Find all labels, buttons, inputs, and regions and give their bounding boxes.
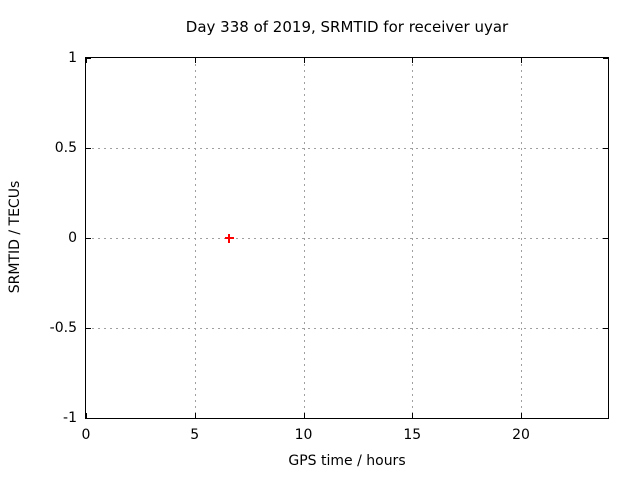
y-tick-label: 0.5 [54,140,77,156]
y-tick-label: 1 [68,50,77,66]
y-tick-label: -1 [63,410,77,426]
y-tick-mark-mirror [603,58,608,59]
x-tick-label: 20 [512,427,530,443]
x-tick-mark-mirror [194,58,196,63]
y-gridline [86,328,608,329]
x-tick-mark-mirror [303,58,305,63]
chart-title: Day 338 of 2019, SRMTID for receiver uya… [185,18,509,36]
y-tick-mark-mirror [603,148,608,149]
x-tick-label: 10 [294,427,313,443]
x-tick-mark-mirror [412,58,414,63]
y-tick-label: -0.5 [49,320,77,336]
y-axis-label: SRMTID / TECUs [7,180,23,294]
x-tick-mark [412,413,414,418]
y-tick-label: 0 [68,230,77,246]
x-tick-label: 0 [81,427,91,443]
x-tick-mark-mirror [86,58,87,63]
x-tick-mark [521,413,522,418]
y-gridline [86,148,608,149]
x-tick-label: 5 [190,427,200,443]
x-tick-mark [86,413,87,418]
x-tick-mark [194,413,196,418]
x-tick-label: 15 [403,427,422,443]
y-tick-mark-mirror [603,328,608,329]
y-tick-mark [86,328,91,329]
x-tick-mark [303,413,305,418]
y-tick-mark-mirror [603,238,608,239]
y-tick-mark-mirror [603,418,608,419]
plot-area: 0 5 10 15 20 1 0.5 0 -0.5 -1 [50,50,609,443]
y-gridline [86,238,608,239]
y-tick-mark [86,58,91,59]
marker-stroke-v [227,234,230,243]
x-axis-label: GPS time / hours [288,453,406,469]
x-tick-mark-mirror [521,58,522,63]
y-tick-mark [86,148,91,149]
y-tick-mark [86,238,91,239]
y-tick-mark [86,418,91,419]
